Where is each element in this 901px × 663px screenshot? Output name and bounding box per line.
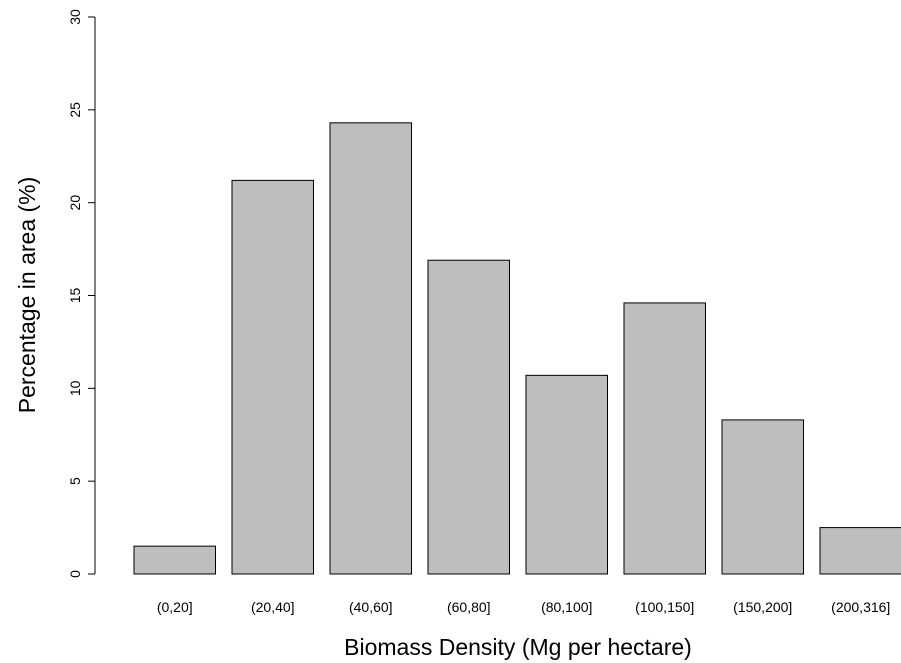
bar	[819, 527, 901, 575]
y-tick-label: 15	[67, 288, 83, 304]
x-tick-label: (60,80]	[447, 599, 491, 615]
y-tick-label: 10	[67, 380, 83, 396]
bar	[623, 302, 706, 575]
x-tick-label: (150,200]	[733, 599, 792, 615]
y-axis: 0 5 10 15 20 25 30	[67, 9, 96, 578]
x-tick-label: (100,150]	[635, 599, 694, 615]
x-tick-label: (0,20]	[157, 599, 193, 615]
x-tick-label: (20,40]	[251, 599, 295, 615]
bar	[721, 419, 804, 575]
bar	[427, 259, 510, 575]
x-tick-labels: (0,20] (20,40] (40,60] (60,80] (80,100] (100,…	[157, 599, 890, 615]
x-tick-label: (40,60]	[349, 599, 393, 615]
y-axis-title: Percentage in area (%)	[14, 177, 40, 414]
bar	[525, 374, 608, 575]
y-tick-label: 25	[67, 102, 83, 118]
x-tick-label: (80,100]	[541, 599, 592, 615]
bars	[133, 122, 901, 575]
x-axis-title: Biomass Density (Mg per hectare)	[344, 634, 692, 660]
bar	[231, 179, 314, 575]
y-tick-label: 5	[67, 477, 83, 485]
bar	[329, 122, 412, 575]
y-tick-label: 20	[67, 195, 83, 211]
bar	[133, 545, 216, 575]
y-tick-label: 0	[67, 570, 83, 578]
x-tick-label: (200,316]	[831, 599, 890, 615]
y-tick-label: 30	[67, 9, 83, 25]
